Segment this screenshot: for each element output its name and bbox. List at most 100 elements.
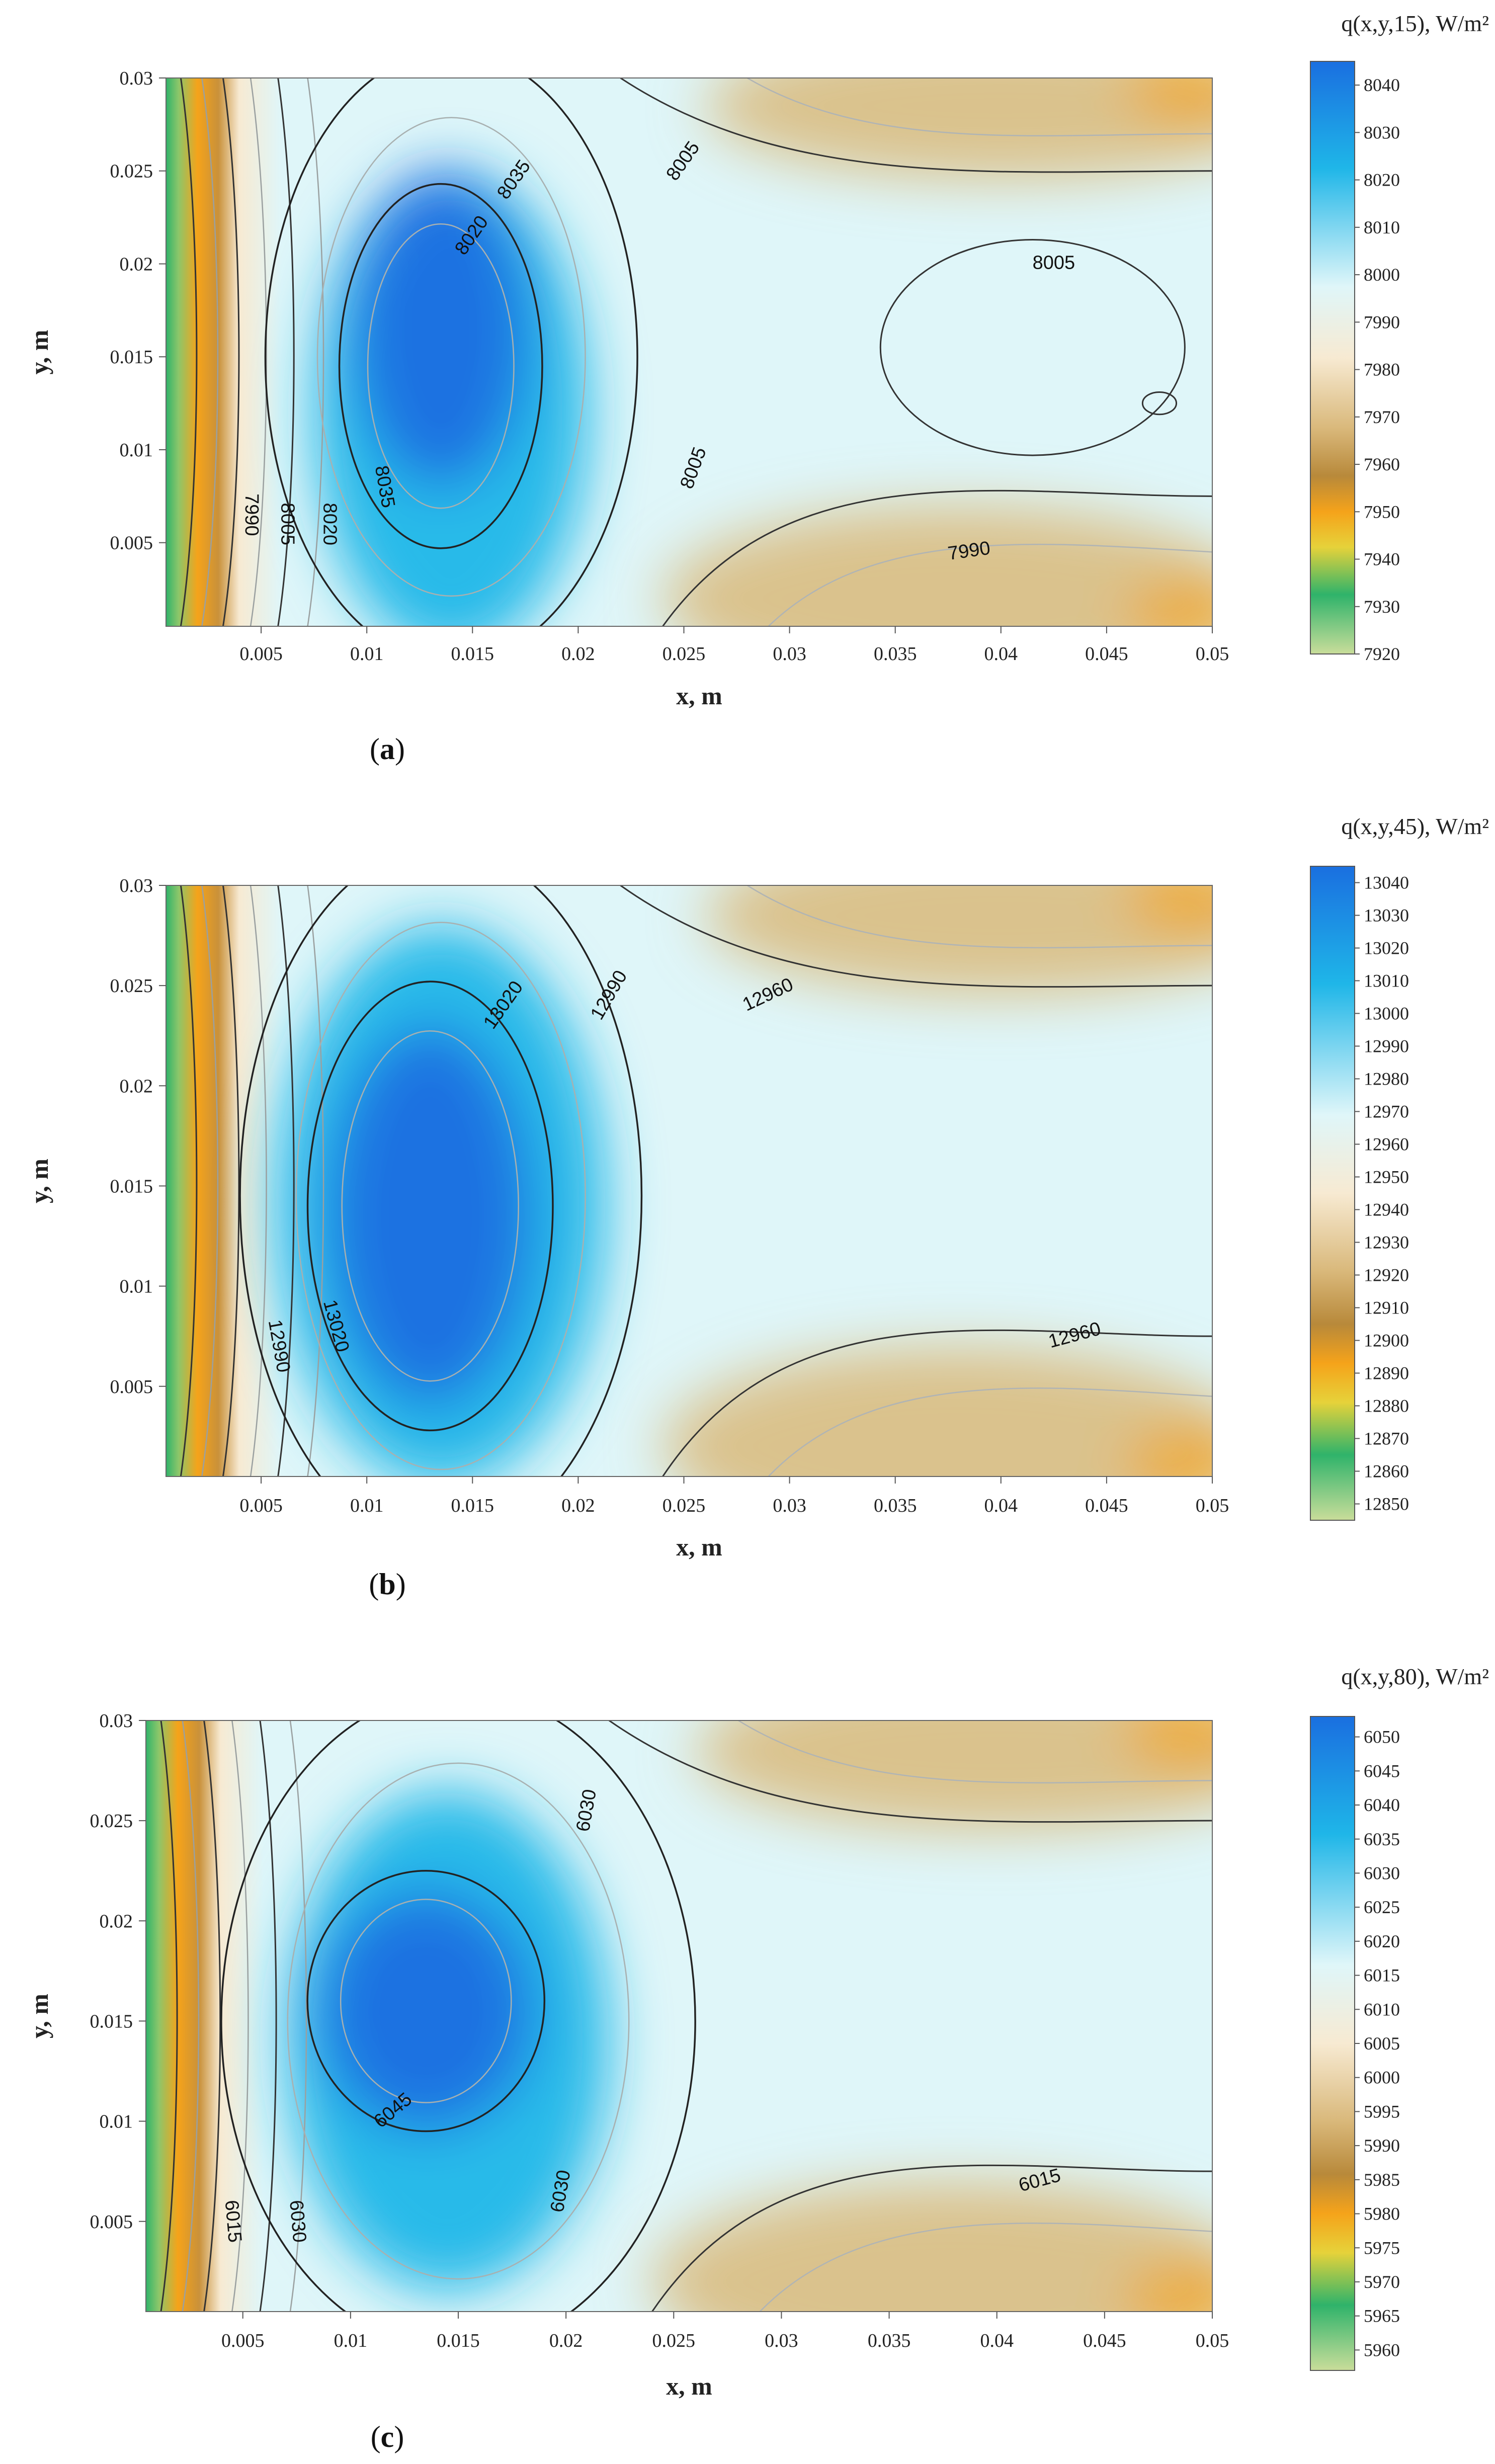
warm-region-bottom-right: [662, 505, 1212, 626]
edge-contour-line: [160, 1720, 178, 2312]
colorbar-tick-label: 5995: [1364, 2101, 1400, 2121]
y-tick-label: 0.005: [110, 1376, 153, 1398]
x-tick-label: 0.03: [765, 2330, 798, 2351]
lower-contour: [662, 489, 1212, 626]
warm-corner-bottom-right: [1127, 1426, 1212, 1476]
colorbar-tick-label: 6035: [1364, 1829, 1400, 1849]
island-contour: [879, 238, 1186, 456]
colorbar-tick-label: 12960: [1364, 1134, 1409, 1155]
x-tick-label: 0.025: [652, 2330, 696, 2351]
y-tick-label: 0.03: [120, 875, 153, 896]
edge-contour-line: [289, 1720, 307, 2312]
colorbar-tick-label: 13020: [1364, 938, 1409, 958]
colorbar-tick-label: 6045: [1364, 1761, 1400, 1781]
hot-spot-contour: [306, 980, 554, 1432]
colorbar-tick-label: 12860: [1364, 1461, 1409, 1482]
edge-contour-line: [201, 78, 219, 626]
colorbar-tick-label: 12980: [1364, 1069, 1409, 1089]
warm-region-top-right: [695, 1720, 1212, 1831]
plot-frame: [165, 77, 1213, 627]
x-tick-label: 0.05: [1196, 1495, 1229, 1516]
x-tick-label: 0.045: [1083, 2330, 1126, 2351]
colorbar-tick-label: 12950: [1364, 1167, 1409, 1187]
colorbar-tick-label: 8010: [1364, 217, 1400, 237]
edge-contour-line: [277, 885, 295, 1476]
colorbar-tick-label: 5990: [1364, 2136, 1400, 2156]
colorbar-tick-label: 6030: [1364, 1863, 1400, 1883]
x-tick-label: 0.035: [874, 643, 917, 665]
y-tick-label: 0.03: [100, 1710, 133, 1732]
contour-label: 8005: [277, 503, 298, 546]
upper-contour: [620, 78, 1212, 173]
contour-label: 6015: [221, 2199, 245, 2244]
colorbar: [1310, 866, 1355, 1521]
edge-contour-line: [307, 78, 324, 626]
y-tick-label: 0.03: [120, 68, 153, 89]
colorbar-tick-label: 12900: [1364, 1331, 1409, 1351]
hot-spot-layer: [352, 171, 530, 487]
y-tick-label: 0.015: [110, 1176, 153, 1197]
edge-contour-line: [203, 1720, 221, 2312]
colorbar-tick-label: 12880: [1364, 1396, 1409, 1416]
colorbar-title: q(x,y,45), W/m²: [1341, 813, 1489, 839]
y-tick-label: 0.025: [110, 975, 153, 997]
x-axis-label: x, m: [676, 1533, 722, 1561]
x-tick-label: 0.05: [1196, 643, 1229, 665]
colorbar-tick-label: 12870: [1364, 1429, 1409, 1449]
y-tick-label: 0.005: [90, 2211, 133, 2233]
colorbar-tick-label: 12910: [1364, 1298, 1409, 1318]
heatmap-chart-a: 7990 8005 80208035802080358005800580057990…: [25, 11, 1489, 710]
x-tick-label: 0.01: [350, 1495, 384, 1516]
colorbar-tick-label: 13030: [1364, 906, 1409, 926]
y-axis-label: y, m: [25, 1159, 53, 1203]
edge-contour-line: [277, 78, 295, 626]
edge-contour-line: [250, 78, 267, 626]
colorbar-tick-label: 13000: [1364, 1004, 1409, 1024]
warm-corner-bottom-right: [1126, 2261, 1212, 2312]
lower-contour: [651, 2164, 1212, 2312]
colorbar-tick-label: 5980: [1364, 2204, 1400, 2224]
edge-contour-line: [259, 1720, 277, 2312]
colorbar-tick-label: 7970: [1364, 407, 1400, 427]
contour-label: 6030: [285, 2199, 310, 2244]
warm-region-bottom-right: [652, 2181, 1212, 2312]
x-tick-label: 0.005: [239, 1495, 283, 1516]
plot-frame: [165, 885, 1213, 1477]
x-tick-label: 0.035: [868, 2330, 911, 2351]
y-tick-label: 0.005: [110, 533, 153, 554]
colorbar-tick-label: 13010: [1364, 971, 1409, 991]
colorbar-tick-label: 6010: [1364, 1999, 1400, 2019]
colorbar-title: q(x,y,15), W/m²: [1341, 11, 1489, 36]
upper-contour: [620, 885, 1212, 988]
y-tick-label: 0.01: [120, 440, 153, 461]
minor-contour: [768, 1387, 1212, 1476]
hot-spot-contour: [306, 1869, 546, 2132]
colorbar-tick-label: 7930: [1364, 597, 1400, 617]
colorbar-tick-label: 6015: [1364, 1965, 1400, 1986]
edge-contour-line: [231, 1720, 249, 2312]
colorbar-tick-label: 6050: [1364, 1727, 1400, 1747]
y-tick-label: 0.02: [120, 1076, 153, 1097]
colorbar-tick-label: 12970: [1364, 1102, 1409, 1122]
edge-contour-line: [222, 885, 240, 1476]
colorbar-tick-label: 7940: [1364, 549, 1400, 569]
edge-contour-line: [201, 885, 219, 1476]
edge-contour-line: [222, 78, 240, 626]
y-tick-label: 0.02: [120, 254, 153, 275]
colorbar-tick-label: 7920: [1364, 644, 1400, 664]
x-tick-label: 0.02: [561, 1495, 595, 1516]
hot-spot-contour: [220, 1720, 696, 2312]
edge-contour-line: [180, 78, 198, 626]
x-tick-label: 0.01: [334, 2330, 368, 2351]
x-tick-label: 0.045: [1085, 1495, 1128, 1516]
colorbar-tick-label: 12990: [1364, 1036, 1409, 1056]
colorbar-tick-label: 5960: [1364, 2340, 1400, 2360]
minor-contour: [287, 1762, 630, 2280]
warm-corner-top-right: [1126, 1720, 1212, 1771]
x-tick-label: 0.045: [1085, 643, 1128, 665]
hot-spot-layer: [318, 1891, 534, 2131]
colorbar-tick-label: 5970: [1364, 2272, 1400, 2292]
minor-contour: [738, 1720, 1212, 1784]
